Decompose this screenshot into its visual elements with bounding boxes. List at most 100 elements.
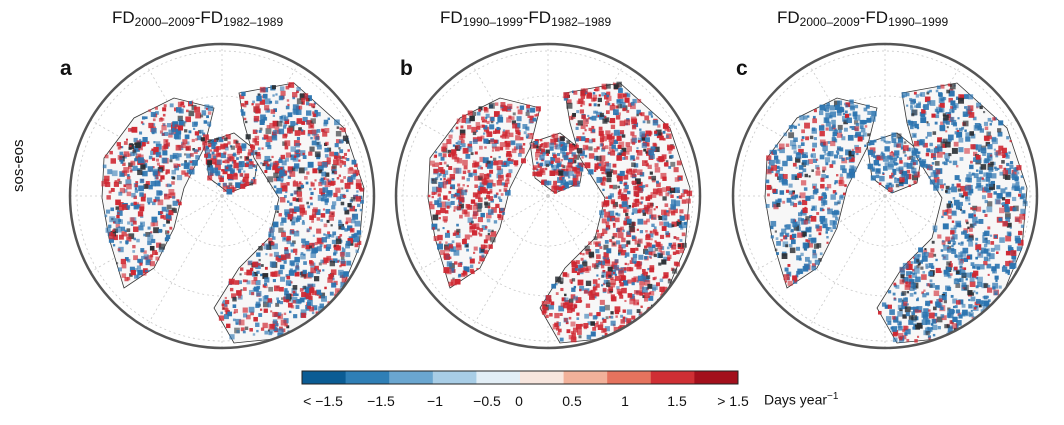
data-cell	[989, 234, 993, 237]
data-cell	[766, 168, 772, 175]
data-cell	[1012, 207, 1017, 212]
data-cell	[477, 136, 483, 142]
data-cell	[283, 173, 287, 177]
data-cell	[281, 114, 287, 120]
data-cell	[965, 132, 970, 137]
data-cell	[203, 120, 208, 124]
data-cell	[111, 170, 118, 177]
data-cell	[834, 201, 838, 206]
data-cell	[639, 131, 645, 137]
data-cell	[485, 226, 488, 229]
data-cell	[808, 237, 813, 242]
data-cell	[952, 197, 956, 200]
data-cell	[637, 243, 641, 247]
data-cell	[121, 204, 128, 210]
data-cell	[290, 305, 295, 309]
data-cell	[983, 172, 988, 177]
data-cell	[555, 282, 558, 286]
data-cell	[909, 155, 914, 160]
data-cell	[247, 152, 252, 157]
data-cell	[870, 175, 876, 181]
data-cell	[885, 316, 892, 322]
data-cell	[302, 152, 305, 156]
data-cell	[982, 152, 986, 156]
data-cell	[564, 183, 568, 188]
data-cell	[977, 185, 984, 191]
data-cell	[645, 230, 648, 233]
data-cell	[952, 298, 958, 304]
data-cell	[818, 110, 824, 116]
data-cell	[602, 177, 607, 182]
data-cell	[295, 262, 299, 267]
data-cell	[344, 209, 350, 215]
data-cell	[671, 221, 677, 227]
data-cell	[595, 111, 602, 118]
data-cell	[877, 310, 882, 315]
data-cell	[120, 258, 126, 265]
data-cell	[469, 234, 473, 238]
data-cell	[932, 333, 936, 337]
data-cell	[975, 291, 979, 295]
data-cell	[284, 119, 290, 125]
data-cell	[279, 86, 285, 91]
data-cell	[654, 131, 659, 137]
data-cell	[495, 203, 500, 209]
data-cell	[929, 89, 932, 93]
data-cell	[152, 118, 156, 122]
data-cell	[488, 102, 495, 109]
data-cell	[601, 181, 606, 186]
data-cell	[944, 141, 951, 148]
data-cell	[478, 106, 483, 111]
data-cell	[439, 162, 443, 166]
data-cell	[941, 239, 945, 243]
data-cell	[222, 301, 226, 305]
data-cell	[1004, 187, 1008, 190]
data-cell	[973, 214, 976, 217]
data-cell	[613, 265, 620, 271]
data-cell	[820, 198, 826, 203]
data-cell	[621, 237, 626, 243]
data-cell	[135, 142, 141, 148]
data-cell	[918, 140, 924, 146]
data-cell	[442, 180, 448, 185]
data-cell	[796, 270, 801, 275]
data-cell	[618, 247, 624, 252]
data-cell	[968, 227, 973, 232]
data-cell	[126, 258, 131, 263]
data-cell	[263, 87, 269, 93]
data-cell	[845, 157, 849, 160]
data-cell	[299, 207, 306, 214]
data-cell	[140, 222, 143, 225]
data-cell	[836, 146, 842, 151]
colorbar-segment	[302, 371, 347, 384]
data-cell	[648, 176, 652, 180]
data-cell	[975, 237, 979, 241]
data-cell	[294, 130, 301, 136]
data-cell	[891, 172, 895, 177]
data-cell	[279, 276, 286, 282]
data-cell	[299, 93, 305, 98]
data-cell	[508, 132, 514, 138]
data-cell	[962, 210, 966, 213]
data-cell	[891, 150, 894, 154]
data-cell	[932, 225, 938, 231]
data-cell	[929, 300, 933, 304]
data-cell	[274, 168, 280, 174]
data-cell	[477, 197, 483, 203]
data-cell	[353, 236, 360, 243]
data-cell	[471, 111, 477, 116]
data-cell	[611, 200, 615, 205]
data-cell	[447, 198, 450, 201]
data-cell	[915, 94, 920, 98]
data-cell	[438, 241, 442, 244]
data-cell	[656, 182, 661, 188]
data-cell	[937, 326, 941, 330]
data-cell	[435, 151, 438, 154]
data-cell	[431, 195, 434, 199]
data-cell	[168, 129, 174, 135]
data-cell	[433, 235, 439, 242]
data-cell	[177, 153, 182, 158]
data-cell	[785, 143, 790, 147]
data-cell	[572, 174, 577, 178]
data-cell	[929, 279, 933, 283]
